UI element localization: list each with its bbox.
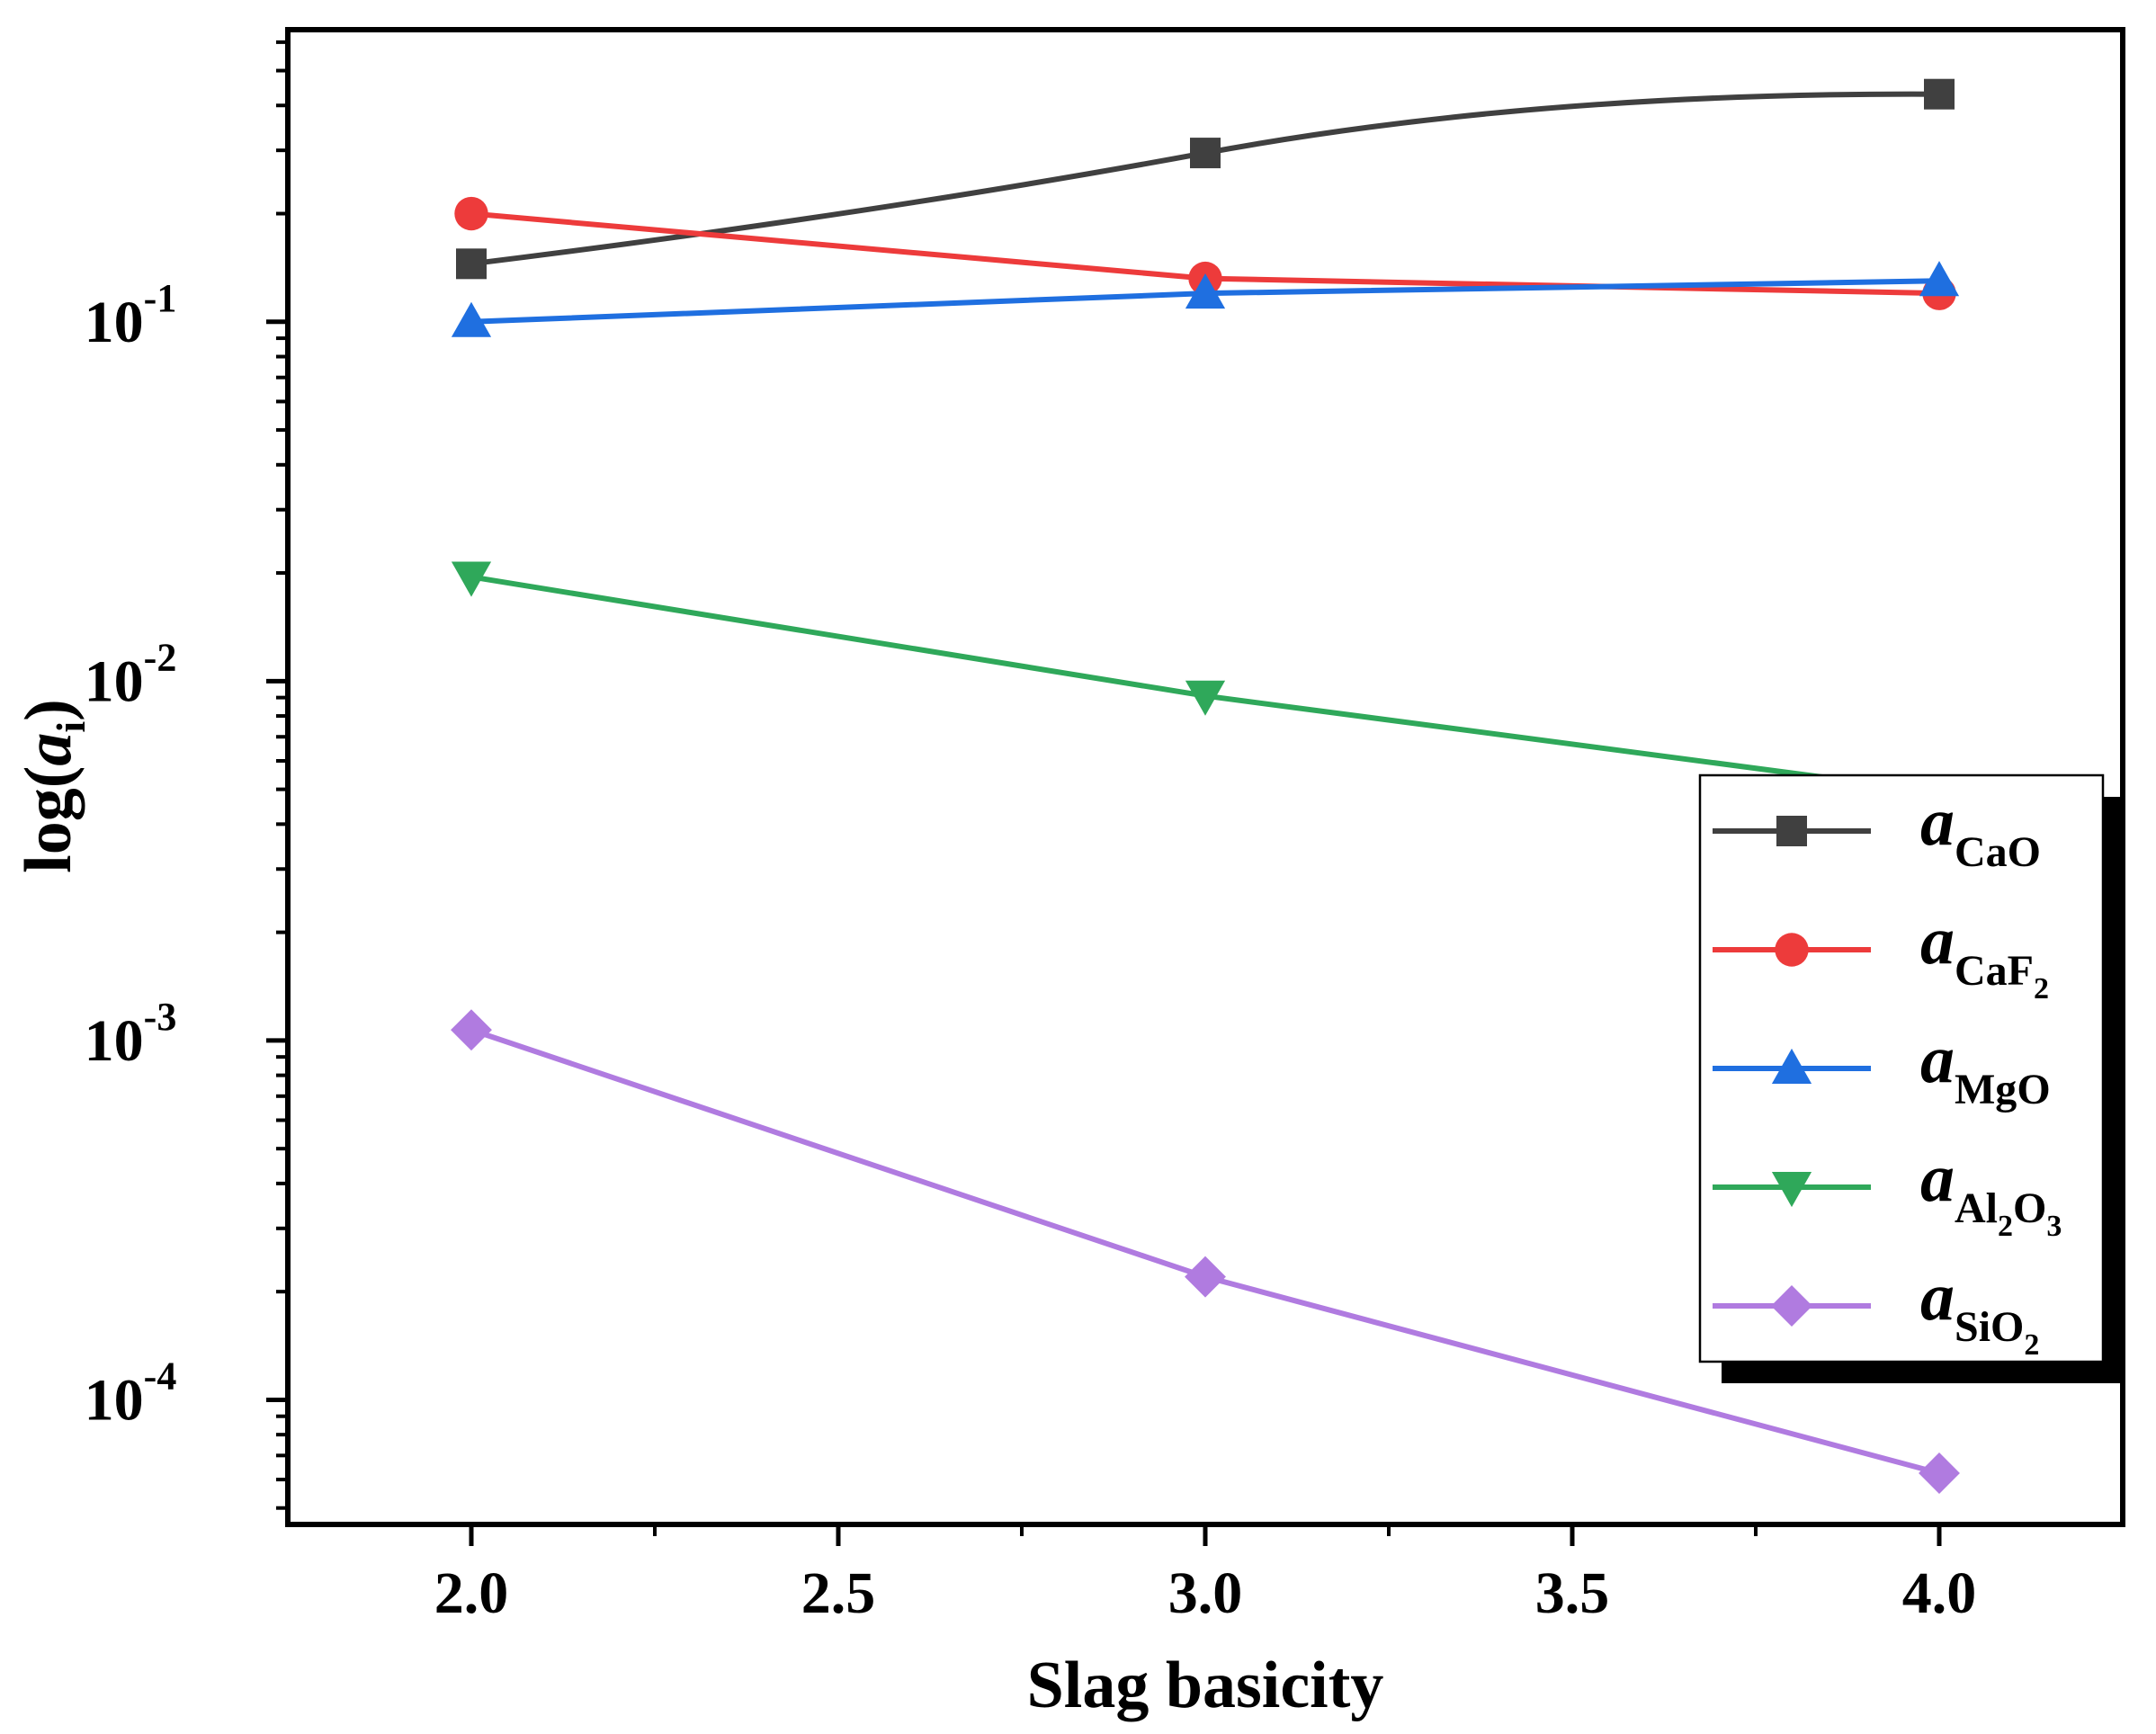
y-axis-title-prefix: log(	[12, 766, 85, 873]
data-point-aAl2O3	[1185, 680, 1226, 716]
legend-label: aCaF2	[1920, 903, 2049, 1006]
y-tick-label: 10-1	[85, 276, 177, 355]
legend-item-aMgO: aMgO	[1713, 1022, 2051, 1113]
legend-label-subscript: 2	[2024, 1328, 2039, 1362]
y-tick-label-exponent: -2	[144, 635, 177, 679]
legend-label-subscript: O	[2008, 828, 2041, 876]
legend-label: aMgO	[1920, 1022, 2051, 1113]
plot-frame	[285, 27, 2125, 1527]
y-axis-title-symbol: a	[12, 733, 85, 766]
legend-item-aAl2O3: aAl2O3	[1713, 1140, 2062, 1243]
y-tick-label-base: 10	[85, 290, 144, 355]
y-axis-title-suffix: )	[12, 699, 85, 721]
y-tick-label-exponent: -4	[144, 1354, 177, 1398]
y-tick-label-exponent: -1	[144, 276, 177, 320]
legend-label-subscript: O	[2013, 1184, 2046, 1232]
legend-label-subscript: 2	[2034, 972, 2049, 1006]
legend-label-subscript: O	[2017, 1066, 2050, 1113]
y-axis-title: log(ai)	[12, 699, 94, 873]
y-axis-title-subscript: i	[48, 721, 94, 733]
legend-marker	[1776, 816, 1807, 846]
data-point-aMgO	[1919, 261, 1960, 297]
data-point-aSiO2	[1185, 1256, 1226, 1298]
legend-label-subscript: SiO	[1955, 1303, 2024, 1351]
legend-item-aCaF2: aCaF2	[1713, 903, 2049, 1006]
data-point-aAl2O3	[451, 561, 492, 597]
series-aMgO	[451, 261, 1960, 337]
legend-item-aCaO: aCaO	[1713, 784, 2041, 876]
series-aCaO	[456, 78, 1955, 280]
legend-label-subscript: CaF	[1955, 947, 2034, 995]
legend-label-subscript: Ca	[1955, 828, 2008, 876]
series-line-aCaO	[470, 91, 1940, 267]
data-point-aCaO	[1190, 138, 1221, 169]
legend-label-subscript: 2	[1998, 1210, 2013, 1243]
legend-label-subscript: 3	[2046, 1210, 2062, 1243]
legend-marker	[1775, 933, 1809, 967]
y-tick-label-base: 10	[85, 648, 144, 714]
x-axis-title: Slag basicity	[1027, 1649, 1384, 1722]
series-aSiO2	[451, 1009, 1960, 1494]
y-tick-label-base: 10	[85, 1008, 144, 1074]
legend-label-subscript: Al	[1955, 1184, 1998, 1232]
tick-labels: 2.0 2.5 3.0 3.5 4.010-410-310-210-1	[85, 276, 1977, 1626]
data-point-aCaF2	[454, 196, 488, 231]
data-point-aSiO2	[1919, 1452, 1960, 1494]
x-tick-label: 4.0	[1902, 1560, 1977, 1626]
y-tick-label: 10-4	[85, 1354, 177, 1433]
legend-label-symbol: a	[1920, 903, 1955, 979]
legend-marker	[1771, 1172, 1812, 1208]
y-tick-label: 10-2	[85, 635, 177, 714]
x-tick-label: 2.0	[434, 1560, 509, 1626]
legend-label-symbol: a	[1920, 1140, 1955, 1216]
data-point-aCaO	[456, 248, 487, 280]
data-point-aCaO	[1924, 78, 1955, 110]
x-tick-label: 2.5	[801, 1560, 876, 1626]
legend-label-subscript: Mg	[1955, 1066, 2017, 1113]
legend-label-symbol: a	[1920, 1022, 1955, 1097]
data-point-aSiO2	[451, 1009, 492, 1051]
legend-label: aCaO	[1920, 784, 2041, 876]
y-tick-label-base: 10	[85, 1367, 144, 1433]
x-tick-label: 3.0	[1168, 1560, 1243, 1626]
data-point-aMgO	[1185, 273, 1226, 309]
legend-label: aAl2O3	[1920, 1140, 2062, 1243]
y-tick-label-exponent: -3	[144, 995, 177, 1039]
y-tick-label: 10-3	[85, 995, 177, 1074]
x-tick-label: 3.5	[1535, 1560, 1610, 1626]
legend-label-symbol: a	[1920, 784, 1955, 860]
legend-label-symbol: a	[1920, 1259, 1955, 1335]
legend-label: aSiO2	[1920, 1259, 2039, 1362]
data-point-aMgO	[451, 301, 492, 337]
legend-item-aSiO2: aSiO2	[1713, 1259, 2039, 1362]
legend-marker	[1771, 1048, 1812, 1084]
legend-marker	[1771, 1285, 1812, 1327]
